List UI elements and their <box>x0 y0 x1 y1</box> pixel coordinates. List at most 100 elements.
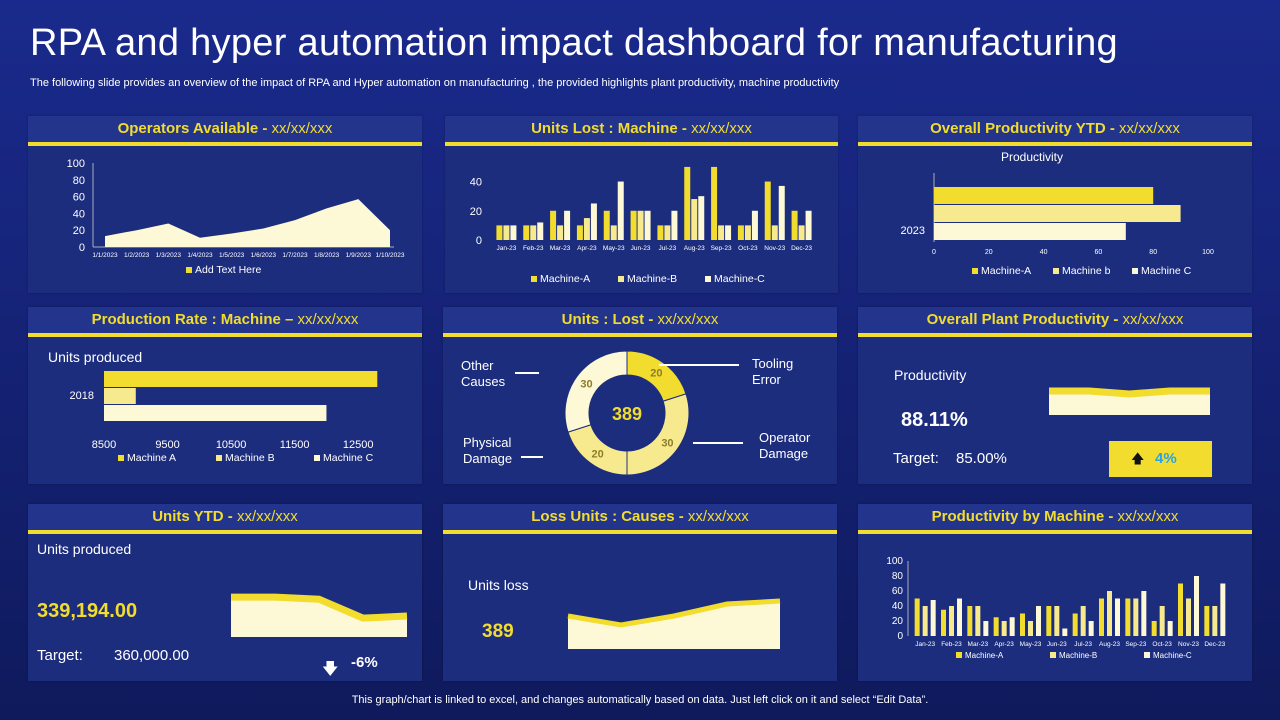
plant-productivity-target-value: 85.00% <box>956 450 1007 467</box>
x-tick-label: 1/10/2023 <box>376 252 405 259</box>
x-tick-label: 0 <box>932 249 936 256</box>
units-lost-machine-chart[interactable]: 0 20 40 Jan-23 Feb-23 Mar-23 Apr-23 May-23 Jun-2… <box>445 146 838 293</box>
legend-label: Machine C <box>1141 265 1192 277</box>
y-tick-label: 20 <box>892 616 904 627</box>
donut-slice-label: 30 <box>580 379 592 391</box>
bar-machine-c <box>1088 621 1094 636</box>
y-tick-label: 100 <box>886 556 903 567</box>
legend-label: Machine-A <box>981 265 1031 277</box>
loss-units-panel-title: Loss Units : Causes - xx/xx/xxx <box>443 504 837 534</box>
bar-machine-a <box>737 225 744 240</box>
donut-total: 389 <box>612 404 642 424</box>
legend-swatch <box>314 455 320 461</box>
donut-label-physical-damage: Damage <box>463 451 512 466</box>
legend-label: Machine-C <box>1153 651 1192 660</box>
bar-machine-c <box>983 621 989 636</box>
x-tick-label: 1/4/2023 <box>187 252 213 259</box>
bar-machine-b <box>1028 621 1033 636</box>
x-tick-label: Jun-23 <box>631 245 651 252</box>
x-tick-label: Feb-23 <box>523 245 544 252</box>
donut-label-other-causes: Causes <box>461 374 506 389</box>
arrow-up-icon: 🡅 <box>1131 451 1145 466</box>
legend-swatch <box>531 276 537 282</box>
plant-productivity-sparkline <box>1049 387 1210 415</box>
bar-machine-a <box>711 166 718 240</box>
overall-productivity-ytd-panel-title: Overall Productivity YTD - xx/xx/xxx <box>858 116 1252 146</box>
y-tick-label: 20 <box>73 225 85 237</box>
y-tick-label: 80 <box>892 571 904 582</box>
bar-machine-c <box>1115 598 1120 636</box>
bar-machine-a <box>993 617 999 636</box>
bar-machine-b <box>610 225 617 240</box>
x-tick-label: 1/2/2023 <box>124 252 150 259</box>
bar-machine-a <box>934 187 1154 204</box>
bar-machine-b <box>1133 598 1139 636</box>
plant-productivity-panel: Overall Plant Productivity - xx/xx/xxx P… <box>858 307 1252 484</box>
x-tick-label: Aug-23 <box>1099 641 1120 648</box>
x-tick-label: Aug-23 <box>684 245 705 252</box>
overall-productivity-ytd-chart[interactable]: Productivity 2023 0 20 40 60 80 100 Machine-A Mac… <box>858 146 1252 293</box>
production-rate-chart[interactable]: Units produced 2018 8500 9500 10500 11500 1250… <box>28 337 422 484</box>
x-tick-label: 1/1/2023 <box>92 252 118 259</box>
sparkline-top <box>231 593 408 622</box>
productivity-machine-panel-title: Productivity by Machine - xx/xx/xxx <box>858 504 1252 534</box>
x-tick-label: Nov-23 <box>1178 641 1199 648</box>
x-tick-label: Sep-23 <box>1125 641 1146 648</box>
bar-machine-b <box>557 225 564 240</box>
productivity-machine-chart[interactable]: 0 20 40 60 80 100 Jan-23 Feb-23 Mar-23 Apr-23 May-… <box>858 534 1252 681</box>
chart-title: Units produced <box>48 349 142 365</box>
operators-chart[interactable]: 0 20 40 60 80 100 1/1/2023 1/2/2023 1/3/2023 1/4/… <box>28 146 422 293</box>
units-lost-machine-panel: Units Lost : Machine - xx/xx/xxx 0 20 40 Ja… <box>445 116 838 293</box>
x-tick-label: Jan-23 <box>496 245 516 252</box>
page-subtitle: The following slide provides an overview… <box>30 77 840 89</box>
bar-machine-b <box>1159 606 1165 636</box>
legend-swatch <box>1132 268 1138 274</box>
legend-label: Machine A <box>127 452 176 464</box>
production-rate-panel: Production Rate : Machine – xx/xx/xxx Un… <box>28 307 422 484</box>
x-tick-label: 1/6/2023 <box>251 252 277 259</box>
units-lost-machine-panel-title: Units Lost : Machine - xx/xx/xxx <box>445 116 838 146</box>
donut-slice-other-causes <box>564 350 628 433</box>
bar-machine-c <box>1167 621 1173 636</box>
bar-machine-a <box>1151 621 1157 636</box>
plant-productivity-target-label: Target: <box>893 450 939 467</box>
x-tick-label: Dec-23 <box>1204 641 1225 648</box>
x-tick-label: Dec-23 <box>791 245 812 252</box>
bar-machine-c <box>537 222 544 240</box>
x-tick-label: 1/8/2023 <box>314 252 340 259</box>
x-tick-label: Jul-23 <box>1074 641 1092 648</box>
bar-machine-a <box>1204 606 1210 636</box>
y-tick-label: 2023 <box>901 225 925 237</box>
x-tick-label: 20 <box>985 249 993 256</box>
bar-machine-b <box>922 606 928 636</box>
x-tick-label: 40 <box>1040 249 1048 256</box>
x-tick-label: Mar-23 <box>968 641 989 648</box>
plant-productivity-label: Productivity <box>894 367 967 383</box>
bar-machine-a <box>967 606 973 636</box>
legend-label: Machine-B <box>627 273 677 285</box>
bar-machine-a <box>603 210 610 240</box>
bar-machine-b <box>798 225 805 240</box>
loss-units-panel: Loss Units : Causes - xx/xx/xxx Units lo… <box>443 504 837 681</box>
x-tick-label: Apr-23 <box>577 245 597 252</box>
donut-label-physical-damage: Physical <box>463 435 512 450</box>
donut-slice-label: 20 <box>650 368 662 380</box>
legend-swatch <box>705 276 711 282</box>
bar-machine-b <box>503 225 510 240</box>
bar-machine-b <box>1186 598 1191 636</box>
legend-swatch <box>216 455 222 461</box>
arrow-down-icon: 🡇 <box>322 661 339 678</box>
legend-swatch <box>618 276 624 282</box>
donut-label-tooling-error: Tooling <box>752 356 793 371</box>
plant-productivity-change: 4% <box>1155 450 1177 467</box>
legend-label: Machine b <box>1062 265 1111 277</box>
y-tick-label: 100 <box>67 158 85 170</box>
x-tick-label: Mar-23 <box>550 245 571 252</box>
x-tick-label: 12500 <box>343 439 374 451</box>
y-tick-label: 40 <box>470 177 482 189</box>
x-tick-label: 10500 <box>216 439 247 451</box>
x-tick-label: Oct-23 <box>738 245 758 252</box>
sparkline-top <box>1049 387 1210 398</box>
bar-machine-b <box>975 606 981 636</box>
